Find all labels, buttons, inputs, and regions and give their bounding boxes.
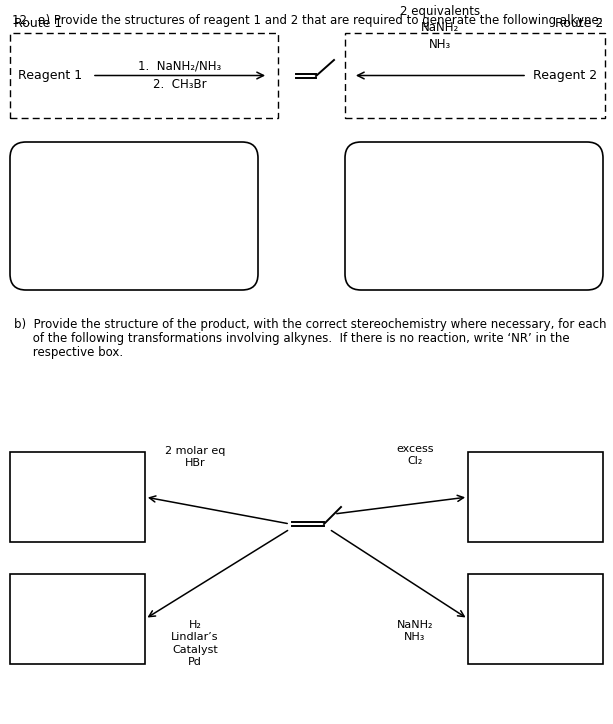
Text: 2.  CH₃Br: 2. CH₃Br [153,78,207,91]
Bar [468,574,603,664]
Text: Reagent 2: Reagent 2 [533,69,597,82]
Text: 2 molar eq
HBr: 2 molar eq HBr [165,445,225,468]
Bar [10,33,278,118]
Bar [468,452,603,542]
Text: Route 1: Route 1 [14,17,63,30]
Text: b)  Provide the structure of the product, with the correct stereochemistry where: b) Provide the structure of the product,… [14,318,606,331]
Text: 12.  a) Provide the structures of reagent 1 and 2 that are required to generate : 12. a) Provide the structures of reagent… [12,14,603,27]
Text: NaNH₂
NH₃: NaNH₂ NH₃ [397,620,433,642]
Text: Reagent 1: Reagent 1 [18,69,82,82]
Text: 1.  NaNH₂/NH₃: 1. NaNH₂/NH₃ [139,59,222,72]
Text: of the following transformations involving alkynes.  If there is no reaction, wr: of the following transformations involvi… [14,332,569,345]
Bar [10,574,145,664]
Text: H₂
Lindlar’s
Catalyst
Pd: H₂ Lindlar’s Catalyst Pd [171,620,219,668]
Bar [10,452,145,542]
Text: excess
Cl₂: excess Cl₂ [396,444,434,466]
Bar [345,33,605,118]
Text: respective box.: respective box. [14,346,123,359]
Text: Route 2: Route 2 [555,17,603,30]
Text: 2 equivalents
NaNH₂
NH₃: 2 equivalents NaNH₂ NH₃ [400,4,480,51]
